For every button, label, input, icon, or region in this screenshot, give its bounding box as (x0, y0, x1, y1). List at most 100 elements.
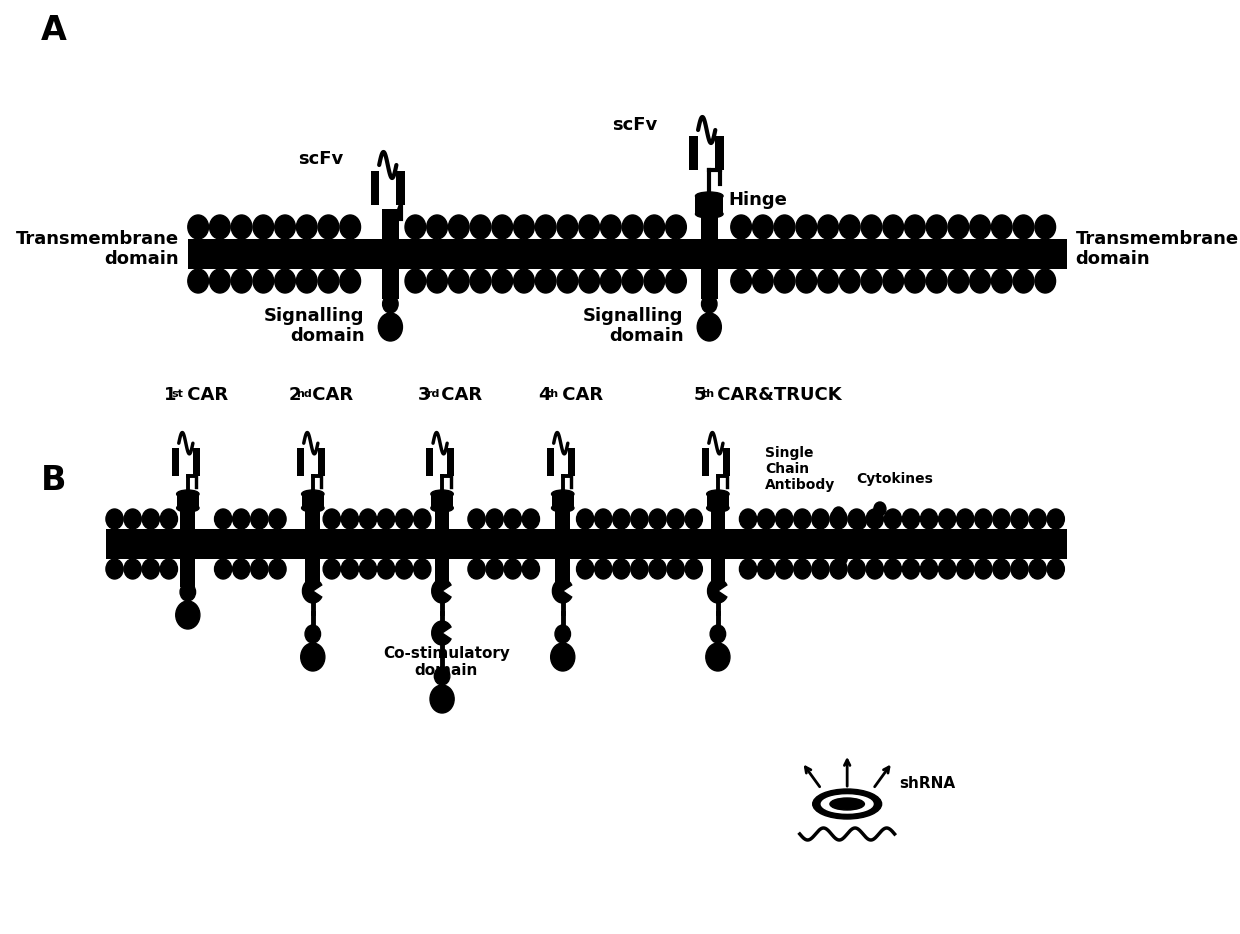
Text: 2: 2 (289, 386, 301, 404)
Text: Signalling
domain: Signalling domain (583, 306, 683, 346)
Circle shape (1035, 215, 1055, 239)
Circle shape (427, 269, 448, 293)
Circle shape (210, 269, 231, 293)
Circle shape (1013, 269, 1034, 293)
Bar (296, 448, 304, 476)
Text: CAR&TRUCK: CAR&TRUCK (711, 386, 842, 404)
Circle shape (613, 509, 630, 529)
Bar (371, 171, 379, 205)
Circle shape (883, 269, 904, 293)
Circle shape (884, 559, 901, 579)
Circle shape (992, 215, 1012, 239)
Circle shape (631, 559, 649, 579)
Circle shape (600, 215, 621, 239)
Circle shape (854, 515, 866, 529)
Circle shape (975, 559, 992, 579)
Circle shape (187, 215, 208, 239)
Bar (176, 494, 200, 508)
Text: shRNA: shRNA (899, 776, 955, 791)
Circle shape (1047, 559, 1064, 579)
Bar (171, 448, 179, 476)
Circle shape (939, 509, 956, 529)
Circle shape (666, 215, 686, 239)
Circle shape (649, 509, 666, 529)
Circle shape (622, 215, 642, 239)
Bar (556, 502, 570, 587)
Circle shape (187, 269, 208, 293)
Circle shape (579, 269, 599, 293)
Circle shape (812, 509, 830, 529)
Circle shape (160, 509, 177, 529)
Circle shape (956, 559, 973, 579)
Circle shape (522, 509, 539, 529)
Circle shape (774, 215, 795, 239)
Circle shape (513, 269, 534, 293)
Circle shape (556, 625, 570, 643)
Bar (701, 209, 718, 299)
Circle shape (250, 559, 268, 579)
Circle shape (269, 559, 286, 579)
Wedge shape (708, 579, 727, 603)
Circle shape (939, 559, 956, 579)
Circle shape (666, 269, 686, 293)
Circle shape (360, 509, 377, 529)
Bar (317, 448, 325, 476)
Bar (568, 448, 575, 476)
Circle shape (296, 269, 317, 293)
Ellipse shape (812, 789, 882, 819)
Circle shape (449, 215, 469, 239)
Circle shape (864, 544, 873, 554)
Circle shape (920, 559, 937, 579)
Circle shape (434, 667, 450, 685)
Circle shape (776, 509, 792, 529)
Circle shape (305, 625, 321, 643)
Circle shape (975, 509, 992, 529)
Circle shape (105, 559, 123, 579)
Circle shape (176, 601, 200, 629)
Circle shape (753, 269, 774, 293)
Circle shape (839, 215, 861, 239)
Text: nd: nd (296, 389, 312, 399)
Circle shape (904, 215, 925, 239)
Circle shape (233, 559, 250, 579)
Circle shape (449, 269, 469, 293)
Circle shape (124, 509, 141, 529)
Circle shape (595, 559, 611, 579)
Circle shape (874, 502, 885, 516)
Text: CAR: CAR (556, 386, 603, 404)
Circle shape (956, 509, 973, 529)
Circle shape (143, 509, 160, 529)
Bar (427, 448, 433, 476)
Ellipse shape (176, 504, 200, 512)
Circle shape (711, 625, 725, 643)
Circle shape (667, 559, 684, 579)
Circle shape (301, 643, 325, 671)
Circle shape (838, 554, 847, 564)
Text: st: st (171, 389, 184, 399)
Circle shape (667, 509, 684, 529)
Ellipse shape (696, 192, 723, 200)
Circle shape (215, 509, 232, 529)
Circle shape (949, 215, 968, 239)
Text: Transmembrane
domain: Transmembrane domain (1075, 230, 1239, 268)
Ellipse shape (552, 490, 574, 498)
Circle shape (378, 313, 403, 341)
Text: CAR: CAR (306, 386, 353, 404)
Ellipse shape (821, 795, 873, 813)
Circle shape (903, 559, 920, 579)
Circle shape (758, 559, 775, 579)
Bar (430, 494, 454, 508)
Circle shape (812, 559, 830, 579)
Circle shape (730, 215, 751, 239)
Circle shape (697, 313, 722, 341)
Circle shape (430, 685, 454, 713)
Bar (689, 136, 698, 170)
Circle shape (993, 509, 1011, 529)
Circle shape (794, 509, 811, 529)
Circle shape (536, 215, 556, 239)
Circle shape (600, 269, 621, 293)
Circle shape (124, 559, 141, 579)
Circle shape (470, 215, 491, 239)
Circle shape (467, 509, 485, 529)
Circle shape (817, 269, 838, 293)
